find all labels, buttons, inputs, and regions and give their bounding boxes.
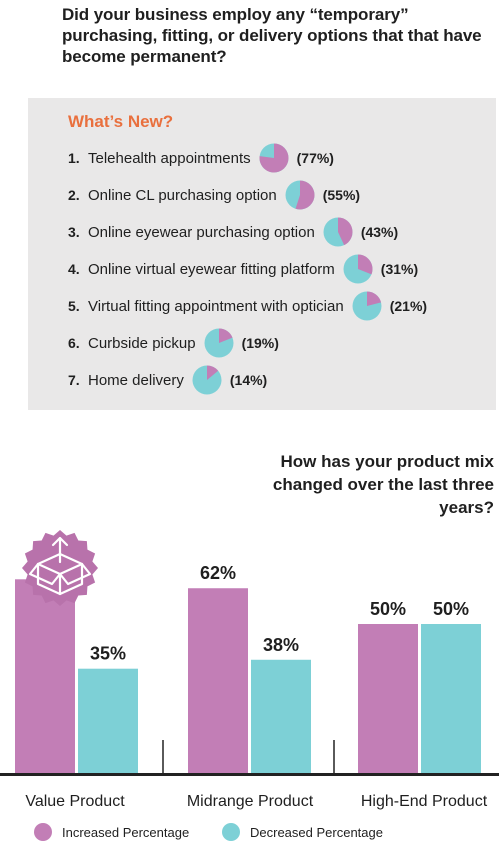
option-label: Online eyewear purchasing option	[88, 223, 315, 241]
option-number: 2.	[68, 187, 80, 203]
data-label: 50%	[433, 599, 469, 619]
option-item: 4. Online virtual eyewear fitting platfor…	[68, 253, 418, 285]
bar-increased-1	[188, 588, 248, 773]
bar-decreased-2	[421, 624, 481, 773]
pie-slice	[295, 180, 315, 210]
option-number: 3.	[68, 224, 80, 240]
option-number: 7.	[68, 372, 80, 388]
option-label: Virtual fitting appointment with opticia…	[88, 297, 344, 315]
panel-title: What’s New?	[68, 112, 174, 131]
legend-label-decreased: Decreased Percentage	[250, 824, 383, 840]
option-number: 4.	[68, 261, 80, 277]
pie-slice	[357, 254, 373, 275]
data-label: 62%	[200, 563, 236, 583]
option-label: Telehealth appointments	[88, 149, 251, 167]
bar-decreased-0	[78, 668, 138, 773]
bar-increased-2	[358, 624, 418, 773]
category-label: Midrange Product	[187, 793, 314, 810]
option-label: Curbside pickup	[88, 334, 196, 352]
question-1: Did your business employ any “temporary”…	[62, 5, 482, 66]
option-pie-chart	[204, 328, 234, 358]
option-pie-chart	[259, 143, 289, 173]
badge-icon	[22, 530, 98, 606]
option-number: 5.	[68, 298, 80, 314]
option-label: Home delivery	[88, 371, 184, 389]
legend-swatch-increased	[34, 823, 52, 841]
pie-slice	[206, 365, 219, 380]
pie-slice	[366, 291, 381, 306]
option-item: 1. Telehealth appointments (77%)	[68, 142, 334, 174]
option-pie-chart	[343, 254, 373, 284]
option-pie-chart	[352, 291, 382, 321]
option-label: Online virtual eyewear fitting platform	[88, 260, 335, 278]
option-item: 7. Home delivery (14%)	[68, 364, 267, 396]
option-pie-chart	[323, 217, 353, 247]
option-item: 2. Online CL purchasing option (55%)	[68, 179, 360, 211]
legend-decreased: Decreased Percentage	[222, 823, 383, 841]
data-label: 50%	[370, 599, 406, 619]
option-percent: (43%)	[360, 224, 399, 240]
data-label: 38%	[263, 635, 299, 655]
option-number: 6.	[68, 335, 80, 351]
category-label: High-End Product	[361, 793, 488, 810]
option-percent: (31%)	[380, 261, 419, 277]
option-percent: (21%)	[389, 298, 428, 314]
option-item: 6. Curbside pickup (19%)	[68, 327, 279, 359]
question-2: How has your product mix changed over th…	[272, 452, 494, 517]
option-number: 1.	[68, 150, 80, 166]
box-icon	[28, 536, 92, 596]
category-label: Value Product	[25, 793, 125, 810]
option-item: 5. Virtual fitting appointment with optic…	[68, 290, 427, 322]
option-label: Online CL purchasing option	[88, 186, 277, 204]
pie-slice	[218, 328, 233, 343]
whats-new-panel: What’s New? 1. Telehealth appointments (77…	[28, 98, 496, 410]
option-percent: (14%)	[229, 372, 268, 388]
option-pie-chart	[192, 365, 222, 395]
pie-slice	[259, 143, 289, 173]
option-percent: (77%)	[296, 150, 334, 166]
bar-decreased-1	[251, 659, 311, 773]
pie-slice	[337, 217, 353, 246]
legend-increased: Increased Percentage	[34, 823, 189, 841]
option-percent: (55%)	[322, 187, 361, 203]
option-item: 3. Online eyewear purchasing option (43%)	[68, 216, 398, 248]
data-label: 35%	[90, 644, 126, 664]
legend-label-increased: Increased Percentage	[62, 824, 190, 840]
option-percent: (19%)	[241, 335, 279, 351]
option-pie-chart	[285, 180, 315, 210]
legend-swatch-decreased	[222, 823, 240, 841]
bar-increased-0	[15, 579, 75, 773]
